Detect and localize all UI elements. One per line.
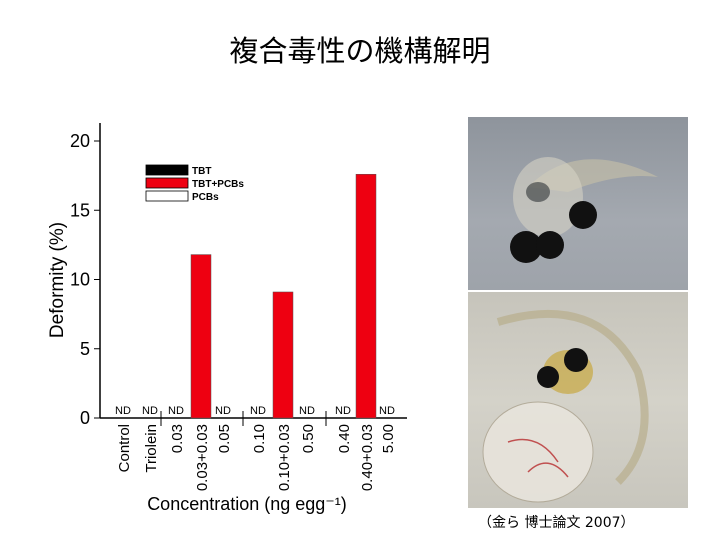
bars bbox=[190, 173, 377, 419]
y-tick-label: 15 bbox=[70, 200, 90, 220]
x-tick-label: Triolein bbox=[143, 424, 160, 473]
legend-label: PCBs bbox=[192, 192, 219, 203]
x-axis-title: Concentration (ng egg⁻¹) bbox=[147, 494, 347, 514]
bar bbox=[355, 173, 377, 419]
x-tick-label: 0.50 bbox=[300, 424, 317, 453]
nd-label: ND bbox=[215, 405, 231, 417]
nd-label: ND bbox=[299, 405, 315, 417]
x-tick-label: 0.05 bbox=[216, 424, 233, 453]
larva-illustration bbox=[482, 309, 649, 503]
x-tick-label: 0.40 bbox=[336, 424, 353, 453]
legend-label: TBT+PCBs bbox=[192, 179, 244, 190]
nd-label: ND bbox=[115, 405, 131, 417]
y-tick-label: 5 bbox=[80, 339, 90, 359]
legend: TBT TBT+PCBs PCBs bbox=[145, 164, 244, 203]
x-tick-label: Control bbox=[116, 424, 133, 472]
x-tick-label: 0.03 bbox=[169, 424, 186, 453]
slide-title: 複合毒性の機構解明 bbox=[229, 34, 491, 68]
source-caption: （金ら 博士論文 2007） bbox=[478, 515, 635, 531]
y-tick-label: 20 bbox=[70, 131, 90, 151]
photo-larva-deformed bbox=[468, 292, 688, 508]
x-tick-label: 0.10+0.03 bbox=[276, 424, 293, 491]
legend-label: TBT bbox=[192, 166, 211, 177]
legend-swatch bbox=[145, 164, 189, 176]
y-tick-label: 10 bbox=[70, 270, 90, 290]
x-tick-label: 0.40+0.03 bbox=[359, 424, 376, 491]
legend-swatch bbox=[145, 190, 189, 202]
nd-label: ND bbox=[379, 405, 395, 417]
labels: 0 5 10 15 20 ND Control ND Triolein ND 0.03 0.03+0.… bbox=[47, 131, 397, 514]
larva-illustration bbox=[510, 157, 658, 263]
nd-label: ND bbox=[335, 405, 351, 417]
legend-swatch bbox=[145, 177, 189, 189]
y-axis-title: Deformity (%) bbox=[47, 222, 68, 338]
x-tick-label: 0.03+0.03 bbox=[194, 424, 211, 491]
nd-label: ND bbox=[250, 405, 266, 417]
nd-label: ND bbox=[142, 405, 158, 417]
x-tick-label: 0.10 bbox=[251, 424, 268, 453]
bar bbox=[190, 254, 212, 419]
photo-larva-normal-view bbox=[468, 117, 688, 290]
bar bbox=[272, 291, 294, 419]
x-tick-label: 5.00 bbox=[380, 424, 397, 453]
nd-label: ND bbox=[168, 405, 184, 417]
y-tick-label: 0 bbox=[80, 408, 90, 428]
